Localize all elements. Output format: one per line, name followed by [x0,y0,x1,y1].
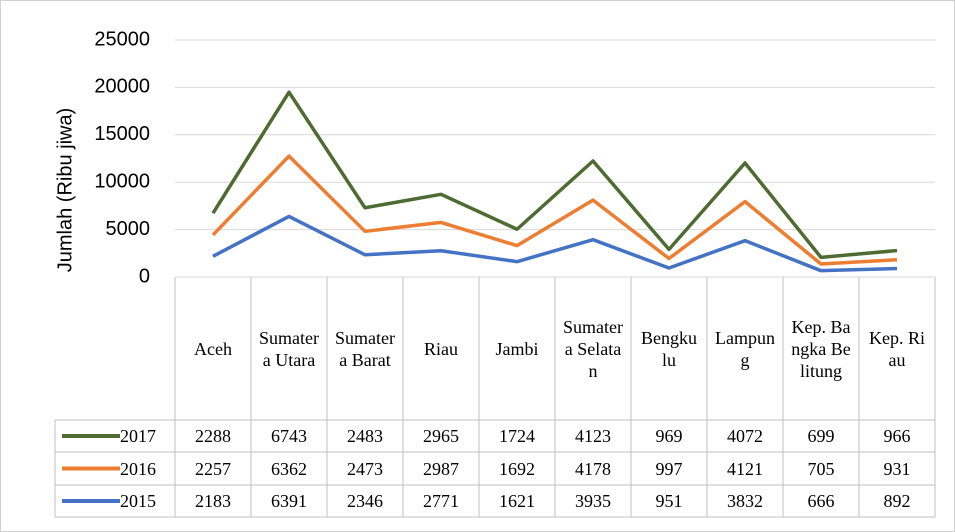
table-value: 2257 [195,458,231,479]
y-tick-label: 5000 [106,218,151,240]
table-value: 2483 [347,426,383,446]
table-value: 997 [655,458,683,479]
table-value: 951 [655,491,683,511]
table-value: 2346 [347,491,383,511]
table-value: 4123 [575,426,611,446]
series-line [212,214,898,273]
table-value: 892 [883,491,911,511]
table-value: 705 [807,458,835,479]
table-value: 4178 [575,458,611,479]
y-tick-label: 0 [139,265,150,287]
table-value: 6391 [271,491,307,511]
table-value: 2473 [347,458,383,479]
y-tick-label: 10000 [94,170,150,192]
table-value: 1621 [499,491,535,511]
table-value: 2771 [423,491,459,511]
table-value: 3832 [727,491,763,511]
table-value: 666 [807,491,835,511]
category-label: Riau [424,338,458,359]
y-tick-label: 25000 [94,28,150,50]
category-label: Sumatera Barat [335,327,395,370]
table-value: 6362 [271,458,307,479]
table-value: 4072 [727,426,763,446]
y-tick-label: 20000 [94,76,150,98]
legend-label: 2017 [120,426,156,446]
legend-label: 2016 [120,458,156,479]
series-line [211,154,898,266]
table-value: 3935 [575,491,611,511]
table-value: 4121 [727,458,763,479]
y-tick-label: 15000 [94,123,150,145]
table-value: 1724 [499,426,535,446]
y-axis-label: Jumlah (Ribu jiwa) [54,108,76,273]
category-label: Bengkulu [641,327,697,370]
table-value: 2288 [195,426,231,446]
category-label: Lampung [715,327,775,370]
category-label: Jambi [495,338,539,359]
table-value: 2183 [195,491,231,511]
category-label: Sumatera Utara [259,327,319,370]
table-value: 969 [655,426,683,446]
category-label: Kep. Riau [869,327,925,370]
category-label: Sumatera Selatan [563,316,623,381]
category-label: Aceh [194,338,232,359]
table-value: 2965 [423,426,459,446]
series-line [211,90,898,260]
table-value: 1692 [499,458,535,479]
table-value: 966 [883,426,911,446]
category-label: Kep. Bangka Belitung [791,316,851,381]
table-value: 931 [883,458,911,479]
table-value: 699 [807,426,835,446]
table-value: 2987 [423,458,459,479]
legend-label: 2015 [120,491,156,511]
table-value: 6743 [271,426,307,446]
